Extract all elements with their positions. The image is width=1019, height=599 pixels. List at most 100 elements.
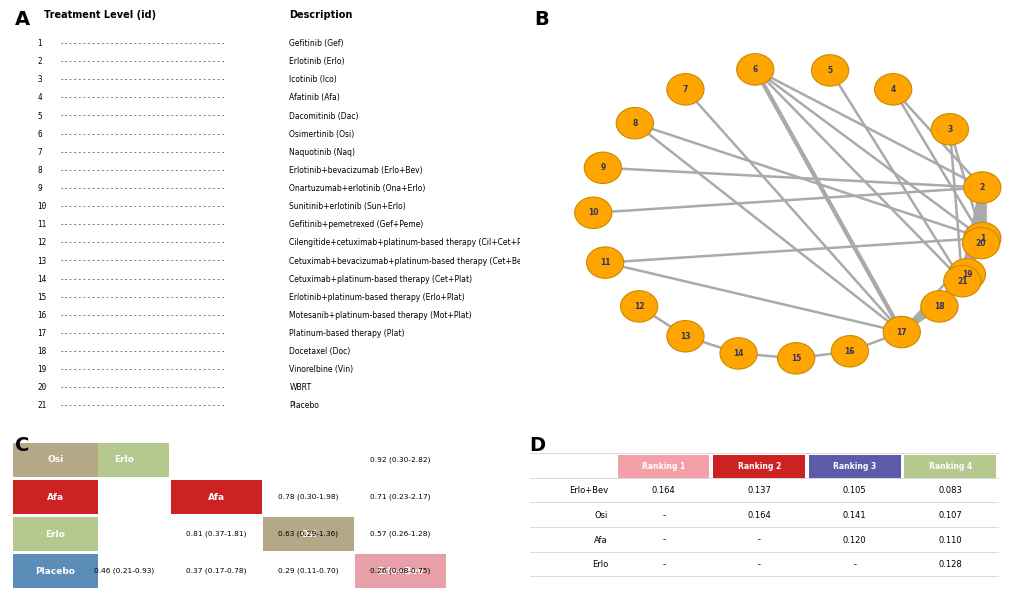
Circle shape <box>830 335 867 367</box>
Text: -: - <box>852 560 855 569</box>
Text: Dacomitinib (Dac): Dacomitinib (Dac) <box>289 111 359 120</box>
Text: Vinorelbine (Vin): Vinorelbine (Vin) <box>289 365 354 374</box>
Text: 0.107: 0.107 <box>937 511 961 520</box>
Text: 0.083: 0.083 <box>937 486 961 495</box>
Text: 0.110: 0.110 <box>937 536 961 544</box>
Text: 0.141: 0.141 <box>842 511 866 520</box>
Text: ------------------------------------: ------------------------------------ <box>59 293 225 302</box>
Text: 5: 5 <box>826 66 832 75</box>
Circle shape <box>962 228 999 259</box>
Text: 6: 6 <box>752 65 757 74</box>
Text: 3: 3 <box>37 75 42 84</box>
Circle shape <box>615 107 653 139</box>
Text: Erlotinib+bevacizumab (Erlo+Bev): Erlotinib+bevacizumab (Erlo+Bev) <box>289 166 423 175</box>
Text: 19: 19 <box>37 365 46 374</box>
Text: ------------------------------------: ------------------------------------ <box>59 383 225 392</box>
Text: 6: 6 <box>37 129 42 139</box>
Text: 21: 21 <box>956 277 967 286</box>
Text: 5: 5 <box>37 111 42 120</box>
Text: ------------------------------------: ------------------------------------ <box>59 275 225 284</box>
Text: -: - <box>661 511 664 520</box>
Text: ------------------------------------: ------------------------------------ <box>59 166 225 175</box>
Text: 11: 11 <box>37 220 46 229</box>
Text: ------------------------------------: ------------------------------------ <box>59 184 225 193</box>
Circle shape <box>963 222 1000 254</box>
Circle shape <box>930 114 967 145</box>
Text: Osimertinib (Osi): Osimertinib (Osi) <box>289 129 355 139</box>
Text: 18: 18 <box>933 302 944 311</box>
Text: 19: 19 <box>961 270 971 279</box>
Text: 12: 12 <box>633 302 644 311</box>
Text: ------------------------------------: ------------------------------------ <box>59 238 225 247</box>
Circle shape <box>920 291 957 322</box>
Circle shape <box>882 316 919 348</box>
Text: 0.164: 0.164 <box>747 511 770 520</box>
Text: -: - <box>661 536 664 544</box>
Text: WBRT: WBRT <box>289 383 312 392</box>
Text: 12: 12 <box>37 238 46 247</box>
Text: 20: 20 <box>37 383 46 392</box>
Text: 0.71 (0.23-2.17): 0.71 (0.23-2.17) <box>370 494 430 500</box>
Text: 0.57 (0.26-1.28): 0.57 (0.26-1.28) <box>370 531 430 537</box>
Text: 1: 1 <box>37 39 42 48</box>
Text: 7: 7 <box>682 85 688 94</box>
Text: 20: 20 <box>975 238 985 247</box>
Text: 9: 9 <box>599 164 605 173</box>
Text: ------------------------------------: ------------------------------------ <box>59 401 225 410</box>
Text: Osi: Osi <box>594 511 607 520</box>
Text: 14: 14 <box>733 349 743 358</box>
Text: ------------------------------------: ------------------------------------ <box>59 93 225 102</box>
Text: 3: 3 <box>947 125 952 134</box>
Text: 0.137: 0.137 <box>747 486 770 495</box>
FancyBboxPatch shape <box>12 443 98 477</box>
Text: 9: 9 <box>37 184 42 193</box>
FancyBboxPatch shape <box>355 554 445 588</box>
Text: 0.128: 0.128 <box>937 560 961 569</box>
Text: 2: 2 <box>37 57 42 66</box>
Text: 16: 16 <box>844 347 854 356</box>
Text: 21: 21 <box>37 401 46 410</box>
Text: Afatinib (Afa): Afatinib (Afa) <box>289 93 340 102</box>
Text: B: B <box>534 10 548 29</box>
Text: Platinum-based therapy (Plat): Platinum-based therapy (Plat) <box>289 329 405 338</box>
Text: 0.29 (0.11-0.70): 0.29 (0.11-0.70) <box>278 568 338 574</box>
Text: 14: 14 <box>37 275 46 284</box>
Text: 0.46 (0.21-0.93): 0.46 (0.21-0.93) <box>94 568 154 574</box>
Text: 16: 16 <box>37 311 46 320</box>
Text: Docetaxel (Doc): Docetaxel (Doc) <box>289 347 351 356</box>
Text: Cetuximab+platinum-based therapy (Cet+Plat): Cetuximab+platinum-based therapy (Cet+Pl… <box>289 275 472 284</box>
Text: Placebo: Placebo <box>36 567 75 576</box>
Text: 10: 10 <box>37 202 46 211</box>
Text: Ranking 1: Ranking 1 <box>641 462 685 471</box>
Circle shape <box>586 247 624 279</box>
Text: Ranking 2: Ranking 2 <box>737 462 780 471</box>
Text: 0.92 (0.30-2.82): 0.92 (0.30-2.82) <box>370 456 430 463</box>
Text: 15: 15 <box>37 293 46 302</box>
Circle shape <box>948 259 984 290</box>
Text: ------------------------------------: ------------------------------------ <box>59 111 225 120</box>
FancyBboxPatch shape <box>808 455 900 477</box>
Text: ------------------------------------: ------------------------------------ <box>59 311 225 320</box>
Text: Cetuximab+bevacizumab+platinum-based therapy (Cet+Bev+Plat): Cetuximab+bevacizumab+platinum-based the… <box>289 256 550 265</box>
Text: 2: 2 <box>978 183 984 192</box>
FancyBboxPatch shape <box>12 480 98 514</box>
FancyBboxPatch shape <box>904 455 996 477</box>
Text: 1: 1 <box>978 234 984 243</box>
Text: 0.120: 0.120 <box>842 536 866 544</box>
Text: Sunitinib+erlotinib (Sun+Erlo): Sunitinib+erlotinib (Sun+Erlo) <box>289 202 406 211</box>
Text: ------------------------------------: ------------------------------------ <box>59 39 225 48</box>
Text: 17: 17 <box>37 329 46 338</box>
Text: Description: Description <box>289 10 353 20</box>
Circle shape <box>776 343 814 374</box>
Text: ------------------------------------: ------------------------------------ <box>59 329 225 338</box>
FancyBboxPatch shape <box>171 480 261 514</box>
Text: ------------------------------------: ------------------------------------ <box>59 75 225 84</box>
Text: ------------------------------------: ------------------------------------ <box>59 148 225 157</box>
Text: 13: 13 <box>680 332 690 341</box>
Text: Erlo: Erlo <box>591 560 607 569</box>
Text: 0.78 (0.30-1.98): 0.78 (0.30-1.98) <box>278 494 338 500</box>
Text: 18: 18 <box>37 347 46 356</box>
Text: 7: 7 <box>37 148 42 157</box>
Text: ------------------------------------: ------------------------------------ <box>59 202 225 211</box>
Text: ------------------------------------: ------------------------------------ <box>59 57 225 66</box>
